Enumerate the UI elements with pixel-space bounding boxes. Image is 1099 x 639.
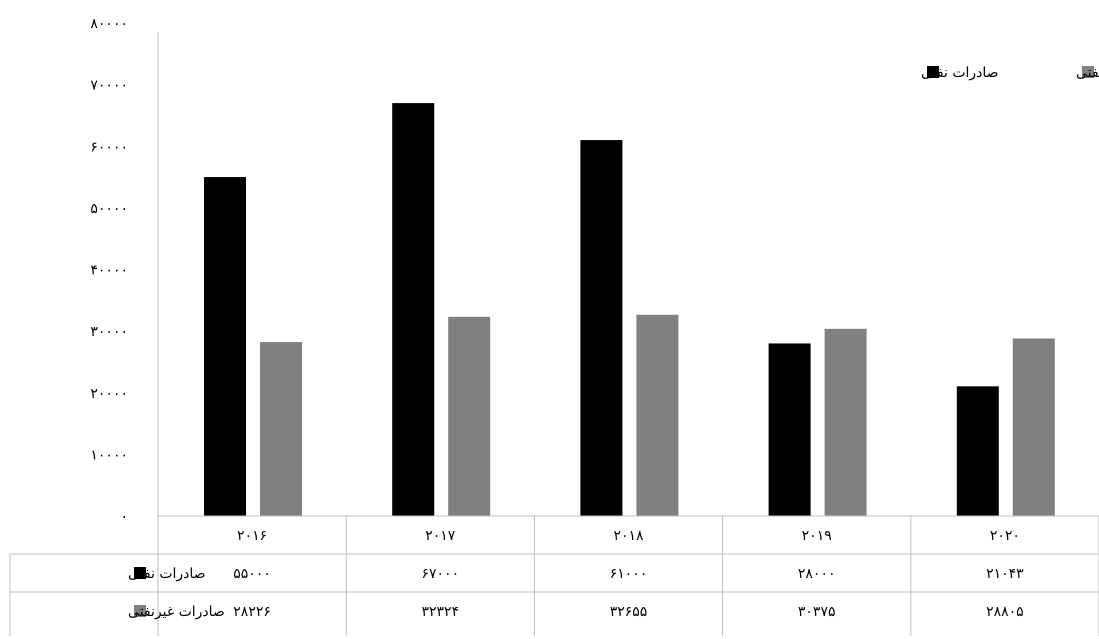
legend-swatch (1082, 66, 1094, 78)
series-name-label: صادرات نفتی (128, 566, 206, 582)
data-table-cell: ۶۷۰۰۰ (421, 566, 459, 582)
table-legend-key (134, 567, 146, 579)
y-tick-label: ۰ (120, 509, 128, 525)
y-tick-label: ۲۰۰۰۰ (90, 386, 128, 402)
category-label: ۲۰۲۰ (990, 528, 1020, 544)
y-tick-label: ۶۰۰۰۰ (90, 139, 128, 155)
bar (824, 328, 867, 516)
bar (204, 177, 246, 516)
y-tick-label: ۷۰۰۰۰ (90, 78, 128, 94)
data-table-cell: ۲۸۲۲۶ (233, 604, 271, 620)
bar (392, 103, 435, 517)
category-label: ۲۰۱۸ (613, 528, 644, 544)
data-table-cell: ۲۱۰۴۳ (986, 566, 1024, 582)
data-table-cell: ۳۰۳۷۵ (798, 604, 836, 620)
y-axis: ۰ ۱۰۰۰۰ ۲۰۰۰۰ ۳۰۰۰۰ ۴۰۰۰۰ ۵۰۰۰۰ ۶۰۰۰۰ ۷۰۰۰۰ ۸۰۰۰… (90, 16, 159, 525)
legend-label: صادرات غیرنفتی (1076, 65, 1099, 81)
data-table-cell: ۳۲۶۵۵ (610, 604, 648, 620)
table-legend-key (134, 605, 146, 617)
y-tick-label: ۳۰۰۰۰ (90, 324, 128, 340)
category-label: ۲۰۱۹ (802, 528, 832, 544)
data-table-cell: ۲۸۸۰۵ (986, 604, 1024, 620)
data-table: ۲۰۱۶ ۲۰۱۷ ۲۰۱۸ ۲۰۱۹ ۲۰۲۰ صادرات نفتی ۵۵۰۰۰ ۶۷۰۰… (9, 515, 1099, 636)
series-name-label: صادرات غیرنفتی (128, 604, 225, 620)
category-label: ۲۰۱۷ (425, 528, 456, 544)
legend-swatch (927, 66, 939, 78)
bar (448, 316, 491, 516)
bar (636, 314, 679, 516)
bar (956, 386, 999, 516)
y-tick-label: ۱۰۰۰۰ (90, 447, 128, 463)
y-tick-label: ۸۰۰۰۰ (90, 16, 128, 32)
data-table-cell: ۳۲۳۲۴ (421, 604, 459, 620)
legend: صادرات غیرنفتی صادرات نفتی (921, 65, 1099, 81)
category-label: ۲۰۱۶ (237, 528, 267, 544)
legend-label: صادرات نفتی (921, 65, 999, 81)
y-tick-label: ۴۰۰۰۰ (90, 263, 128, 279)
bar (1012, 338, 1055, 516)
bar (768, 343, 811, 516)
data-table-cell: ۲۸۰۰۰ (798, 566, 836, 582)
y-tick-label: ۵۰۰۰۰ (90, 201, 128, 217)
bar (580, 140, 623, 516)
bars (204, 103, 1055, 517)
data-table-cell: ۶۱۰۰۰ (610, 566, 648, 582)
data-table-cell: ۵۵۰۰۰ (233, 566, 271, 582)
bar (260, 342, 302, 516)
